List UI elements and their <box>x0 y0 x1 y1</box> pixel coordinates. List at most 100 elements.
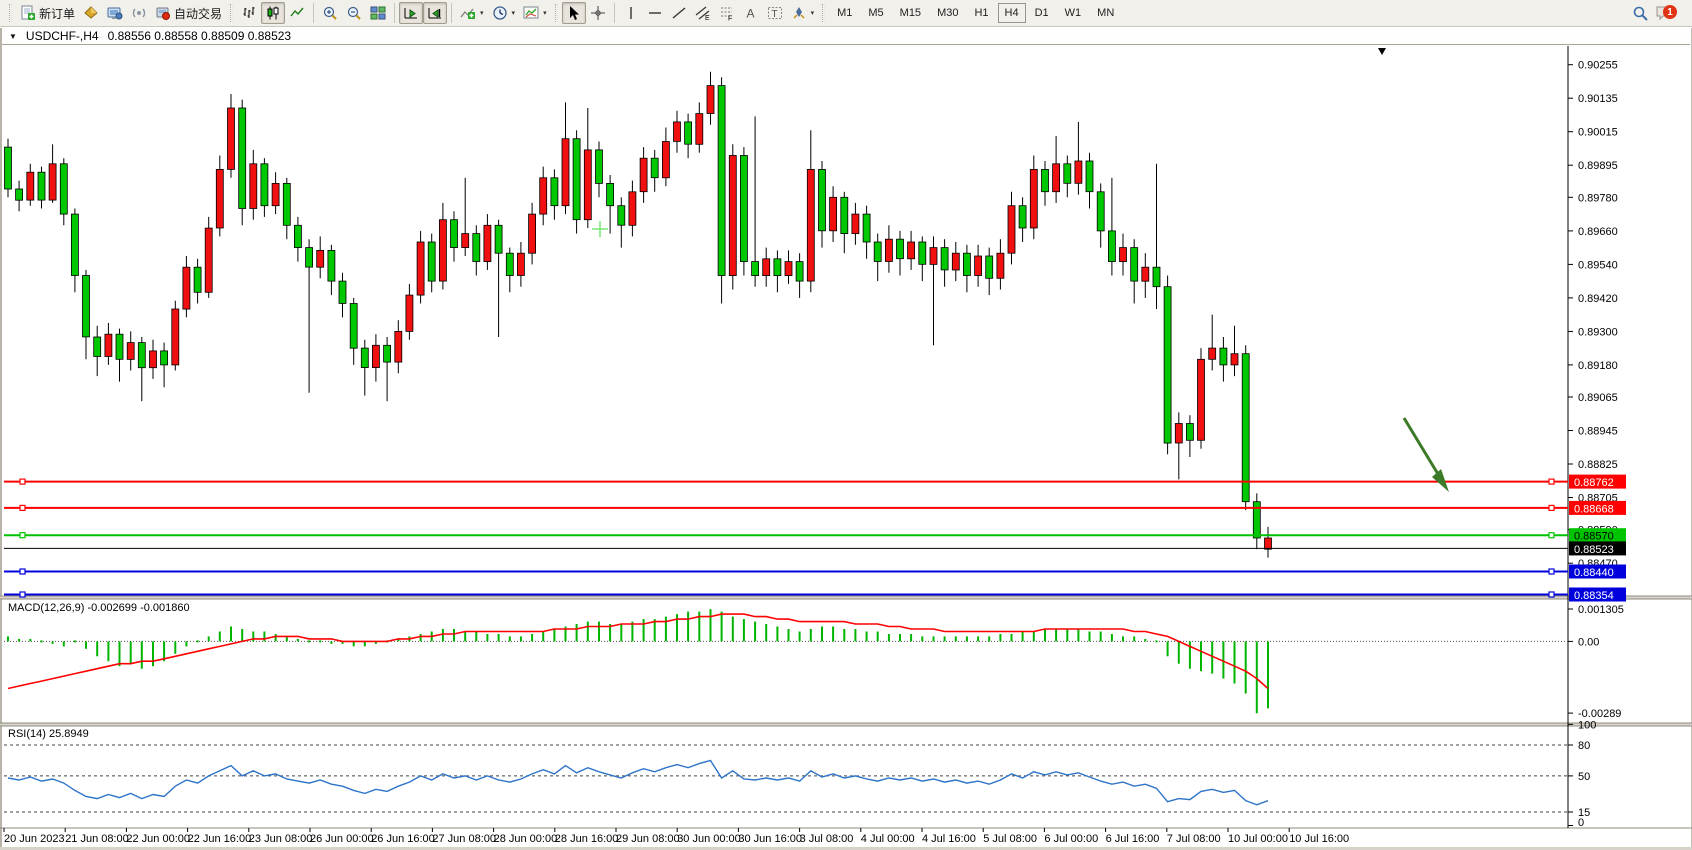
price-axis-tick: 0.89300 <box>1578 326 1618 338</box>
chevron-down-icon: ▾ <box>810 10 815 17</box>
toolbar-separator <box>313 3 315 23</box>
window-menu-icon[interactable]: ▼ <box>9 31 17 41</box>
toolbar-grip[interactable] <box>9 4 12 22</box>
toolbar-separator <box>613 3 615 23</box>
rsi-axis-tick: 0 <box>1578 817 1584 829</box>
price-axis-tick: 0.89420 <box>1578 293 1618 305</box>
autotrading-button[interactable]: 自动交易 <box>151 2 226 24</box>
chart-symbol-period: USDCHF-,H4 <box>25 29 99 43</box>
fibonacci-tool[interactable]: F <box>715 2 739 24</box>
time-axis-label: 30 Jun 00:00 <box>677 833 741 845</box>
svg-text:T: T <box>771 9 777 20</box>
equidistant-channel-tool[interactable]: E <box>691 2 715 24</box>
chart-shift-button[interactable] <box>423 2 448 24</box>
timeframe-W1[interactable]: W1 <box>1064 7 1082 19</box>
timeframe-H1[interactable]: H1 <box>974 7 989 19</box>
chart-title-bar[interactable]: ▼ USDCHF-,H4 0.88556 0.88558 0.88509 0.8… <box>2 28 1690 45</box>
market-watch-button[interactable] <box>79 2 103 24</box>
indicators-button[interactable]: ▾ <box>456 2 488 24</box>
main-toolbar: 新订单 自动交易 <box>0 0 1692 27</box>
time-axis-label: 22 Jun 16:00 <box>188 833 252 845</box>
candlestick-chart-button[interactable] <box>261 2 286 24</box>
hline-0.88354[interactable]: 0.88354 <box>4 587 1626 603</box>
time-axis-label: 6 Jul 00:00 <box>1044 833 1098 845</box>
text-icon: A <box>746 7 754 21</box>
bar-chart-button[interactable] <box>237 2 261 24</box>
cross-marker[interactable] <box>592 221 608 237</box>
window-bottom-edge <box>0 847 1692 850</box>
notifications-button[interactable]: 1 <box>1655 3 1681 23</box>
templates-button[interactable]: ▾ <box>519 2 551 24</box>
hline-price-label: 0.88440 <box>1574 567 1614 579</box>
hline-0.88440[interactable]: 0.88440 <box>4 564 1626 580</box>
price-axis-tick: 0.90015 <box>1578 127 1618 139</box>
time-axis-label: 6 Jul 16:00 <box>1106 833 1160 845</box>
svg-text:F: F <box>728 16 732 22</box>
panel-frames <box>0 595 1692 829</box>
bar-chart-icon <box>243 7 255 18</box>
time-axis-label: 22 Jun 00:00 <box>126 833 190 845</box>
chart-shift-marker[interactable] <box>1378 48 1386 55</box>
toolbar-grip[interactable] <box>554 4 558 22</box>
search-icon[interactable] <box>1632 5 1649 22</box>
hline-price-label: 0.88570 <box>1574 531 1614 543</box>
hline-0.88668[interactable]: 0.88668 <box>4 500 1626 516</box>
zoom-out-button[interactable] <box>342 2 366 24</box>
time-axis-label: 21 Jun 08:00 <box>65 833 129 845</box>
new-order-button[interactable]: 新订单 <box>16 2 79 24</box>
time-axis-label: 7 Jul 08:00 <box>1167 833 1221 845</box>
text-tool[interactable]: A <box>739 2 763 24</box>
macd-axis-tick: -0.00289 <box>1578 708 1621 720</box>
hline-0.88762[interactable]: 0.88762 <box>4 474 1626 490</box>
hline-price-label: 0.88354 <box>1574 590 1614 602</box>
text-label-tool[interactable]: T <box>763 2 787 24</box>
toolbar-separator <box>394 3 396 23</box>
candlestick-chart-icon <box>267 6 279 20</box>
horizontal-line-tool[interactable] <box>643 2 667 24</box>
new-order-label: 新订单 <box>39 6 76 21</box>
trendline-tool[interactable] <box>667 2 691 24</box>
rsi-line <box>7 759 1269 806</box>
timeframe-H4[interactable]: H4 <box>997 3 1026 23</box>
timeframe-M1[interactable]: M1 <box>837 7 853 19</box>
time-axis-label: 28 Jun 00:00 <box>494 833 558 845</box>
tile-windows-button[interactable] <box>366 2 390 24</box>
vertical-line-tool[interactable] <box>619 2 643 24</box>
price-axis-tick: 0.90135 <box>1578 93 1618 105</box>
trend-arrow-annotation[interactable] <box>1402 417 1449 492</box>
time-axis-label: 4 Jul 16:00 <box>922 833 976 845</box>
channel-icon: E <box>695 6 710 21</box>
alerts-button[interactable] <box>127 2 151 24</box>
terminal-button[interactable] <box>103 2 127 24</box>
arrows-tool[interactable]: ▾ <box>787 2 819 24</box>
zoom-out-icon <box>347 6 361 20</box>
time-axis-label: 3 Jul 08:00 <box>800 833 854 845</box>
svg-text:A: A <box>746 7 754 21</box>
cursor-button[interactable] <box>561 2 586 24</box>
timeframe-MN[interactable]: MN <box>1097 7 1115 19</box>
candlesticks <box>4 71 1272 558</box>
rsi-indicator-label: RSI(14) 25.8949 <box>8 728 89 740</box>
auto-scroll-button[interactable] <box>399 2 424 24</box>
zoom-in-button[interactable] <box>318 2 342 24</box>
autotrading-label: 自动交易 <box>174 6 223 21</box>
line-chart-button[interactable] <box>285 2 309 24</box>
timeframe-M15[interactable]: M15 <box>899 7 922 19</box>
arrows-icon <box>793 7 805 19</box>
hline-0.88570[interactable]: 0.88570 <box>4 528 1626 543</box>
timeframe-M5[interactable]: M5 <box>868 7 884 19</box>
timeframe-D1[interactable]: D1 <box>1034 7 1049 19</box>
toolbar-grip[interactable] <box>822 4 826 22</box>
hline-price-label: 0.88668 <box>1574 503 1614 515</box>
crosshair-button[interactable] <box>586 2 610 24</box>
broadcast-icon <box>132 8 146 18</box>
price-axis-tick: 0.89065 <box>1578 392 1618 404</box>
timeframe-M30[interactable]: M30 <box>937 7 959 19</box>
crosshair-icon <box>590 6 605 20</box>
rsi-axis-tick: 80 <box>1578 740 1590 752</box>
rsi-axis-tick: 15 <box>1578 807 1590 819</box>
cursor-icon <box>569 6 579 20</box>
toolbar-grip[interactable] <box>230 4 234 22</box>
periods-button[interactable]: ▾ <box>488 2 520 24</box>
